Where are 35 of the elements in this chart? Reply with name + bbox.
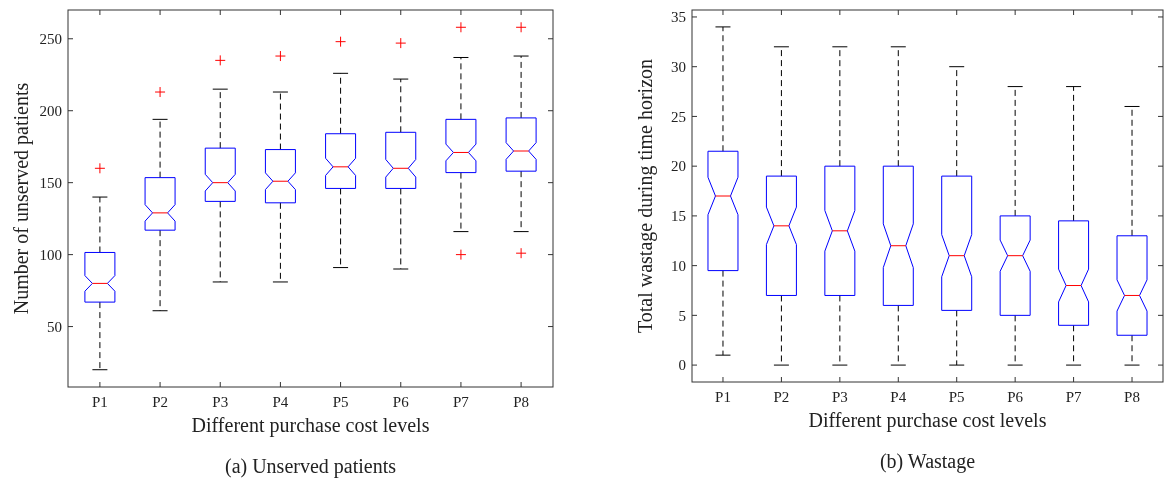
y-tick-label: 250 <box>39 31 62 48</box>
x-tick-label: P6 <box>392 394 410 410</box>
x-tick-label: P5 <box>948 389 965 405</box>
y-tick-label: 100 <box>39 246 62 263</box>
x-tick-label: P3 <box>212 394 229 410</box>
x-tick-label: P1 <box>91 394 108 410</box>
text: (a) Unserved patients <box>224 455 397 478</box>
y-tick-label: 10 <box>671 257 686 274</box>
y-axis-title: Total wastage during time horizon <box>634 58 657 334</box>
text: (b) Wastage <box>879 450 976 473</box>
y-tick-label: 0 <box>678 357 686 374</box>
y-tick-label: 5 <box>678 307 686 324</box>
y-tick-label: 200 <box>39 102 62 119</box>
x-tick-label: P2 <box>773 389 790 405</box>
x-tick-label: P5 <box>332 394 349 410</box>
y-tick-label: 150 <box>39 174 62 191</box>
x-tick-label: P8 <box>1124 389 1140 405</box>
y-tick-label: 50 <box>47 318 62 335</box>
x-tick-label: P6 <box>1007 389 1024 405</box>
y-tick-label: 20 <box>671 158 686 175</box>
y-axis-title: Number of unserved patients <box>10 82 33 315</box>
y-tick-label: 30 <box>671 58 686 75</box>
y-tick-label: 15 <box>671 208 686 225</box>
x-tick-label: P7 <box>1065 389 1083 405</box>
x-tick-label: P7 <box>453 394 470 410</box>
x-tick-label: P2 <box>152 394 168 410</box>
x-tick-label: P4 <box>890 389 907 405</box>
x-tick-label: P4 <box>272 394 289 410</box>
x-tick-label: P3 <box>831 389 848 405</box>
x-axis-title: Different purchase cost levels <box>191 414 430 437</box>
x-tick-label: P1 <box>715 389 731 405</box>
y-tick-label: 35 <box>671 9 686 26</box>
y-tick-label: 25 <box>671 108 686 125</box>
x-tick-label: P8 <box>513 394 530 410</box>
x-axis-title: Different purchase cost levels <box>808 409 1047 432</box>
